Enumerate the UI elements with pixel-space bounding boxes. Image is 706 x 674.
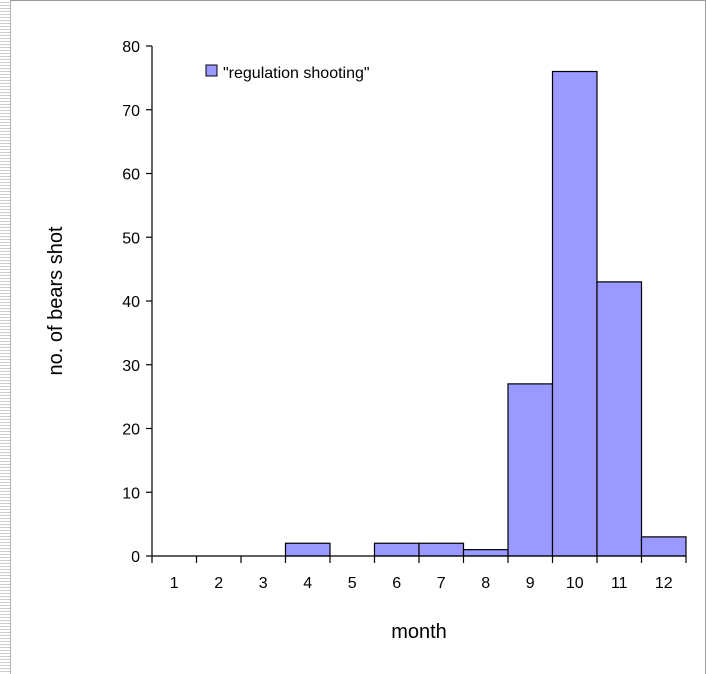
bar-month-8 <box>462 549 509 557</box>
x-tick-label-5: 5 <box>348 575 357 592</box>
x-tick-label-3: 3 <box>259 575 268 592</box>
y-tick-label-70: 70 <box>122 103 140 120</box>
y-tick-label-0: 0 <box>131 549 140 566</box>
bar-month-12 <box>640 536 687 557</box>
x-tick-label-7: 7 <box>437 575 446 592</box>
frame-border-top <box>10 0 706 5</box>
x-tick-label-2: 2 <box>214 575 223 592</box>
y-tick-label-50: 50 <box>122 230 140 247</box>
bar-month-7 <box>418 542 465 557</box>
legend-swatch <box>205 64 218 77</box>
legend: "regulation shooting" <box>205 64 370 82</box>
legend-label: "regulation shooting" <box>223 65 370 82</box>
y-tick-label-40: 40 <box>122 294 140 311</box>
bars-group <box>284 70 687 557</box>
x-tick-label-10: 10 <box>566 575 584 592</box>
y-tick-label-30: 30 <box>122 358 140 375</box>
x-axis-label: month <box>391 621 447 643</box>
x-tick-label-12: 12 <box>655 575 673 592</box>
y-tick-label-80: 80 <box>122 39 140 56</box>
y-tick-label-10: 10 <box>122 485 140 502</box>
y-axis-label: no. of bears shot <box>45 226 67 375</box>
sheet-edge <box>0 0 11 674</box>
x-tick-label-8: 8 <box>481 575 490 592</box>
x-tick-label-4: 4 <box>303 575 312 592</box>
bar-month-4 <box>284 542 331 557</box>
x-tick-label-6: 6 <box>392 575 401 592</box>
y-tick-label-60: 60 <box>122 167 140 184</box>
bar-month-11 <box>596 281 643 557</box>
bar-month-10 <box>551 70 598 557</box>
x-tick-label-1: 1 <box>170 575 179 592</box>
x-tick-label-11: 11 <box>611 575 628 592</box>
bar-month-9 <box>507 383 554 557</box>
bar-month-6 <box>373 542 420 557</box>
y-tick-label-20: 20 <box>122 422 140 439</box>
x-tick-label-9: 9 <box>526 575 535 592</box>
